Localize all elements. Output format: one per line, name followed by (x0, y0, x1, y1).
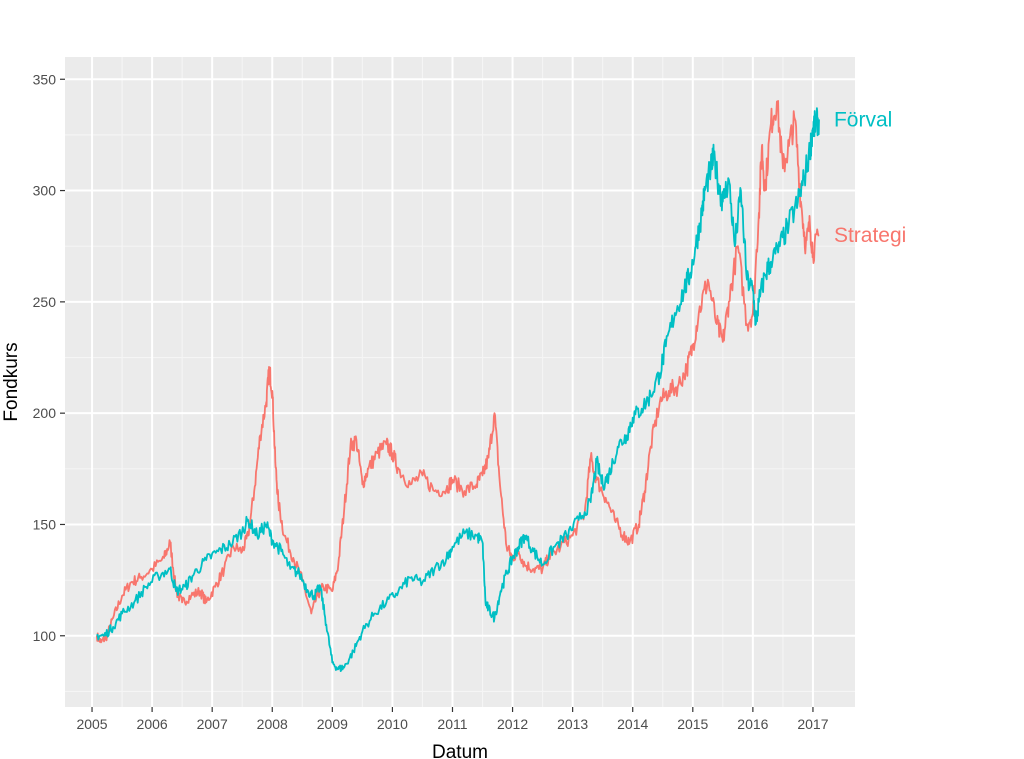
y-tick-label: 200 (33, 405, 57, 421)
x-axis-title: Datum (432, 742, 488, 759)
x-tick-label: 2017 (797, 716, 828, 732)
x-tick-label: 2016 (737, 716, 768, 732)
major-gridlines (65, 57, 855, 707)
series-lines (95, 100, 820, 672)
plot-panel (65, 57, 855, 707)
y-tick-label: 300 (33, 183, 57, 199)
x-tick-label: 2008 (257, 716, 288, 732)
y-axis-title: Fondkurs (1, 342, 22, 421)
x-tick-label: 2010 (377, 716, 408, 732)
series-line-strategi (95, 100, 820, 644)
y-tick-label: 250 (33, 294, 57, 310)
x-tick-label: 2014 (617, 716, 648, 732)
y-tick-label: 350 (33, 71, 57, 87)
series-line-forval (96, 107, 820, 672)
y-axis: 100 150 200 250 300 350 (33, 71, 65, 644)
y-tick-label: 150 (33, 516, 57, 532)
x-tick-label: 2005 (76, 716, 107, 732)
series-label-strategi: Strategi (834, 224, 906, 247)
x-tick-label: 2009 (317, 716, 348, 732)
x-axis: 2005 2006 2007 2008 2009 2010 2011 2012 2013 2014… (76, 707, 829, 732)
series-labels: Strategi Förval (834, 108, 906, 247)
x-tick-label: 2013 (557, 716, 588, 732)
series-label-forval: Förval (834, 108, 892, 131)
x-tick-label: 2012 (497, 716, 528, 732)
y-tick-label: 100 (33, 628, 57, 644)
x-tick-label: 2015 (677, 716, 708, 732)
x-tick-label: 2007 (197, 716, 228, 732)
x-tick-label: 2006 (137, 716, 168, 732)
x-tick-label: 2011 (437, 716, 467, 732)
